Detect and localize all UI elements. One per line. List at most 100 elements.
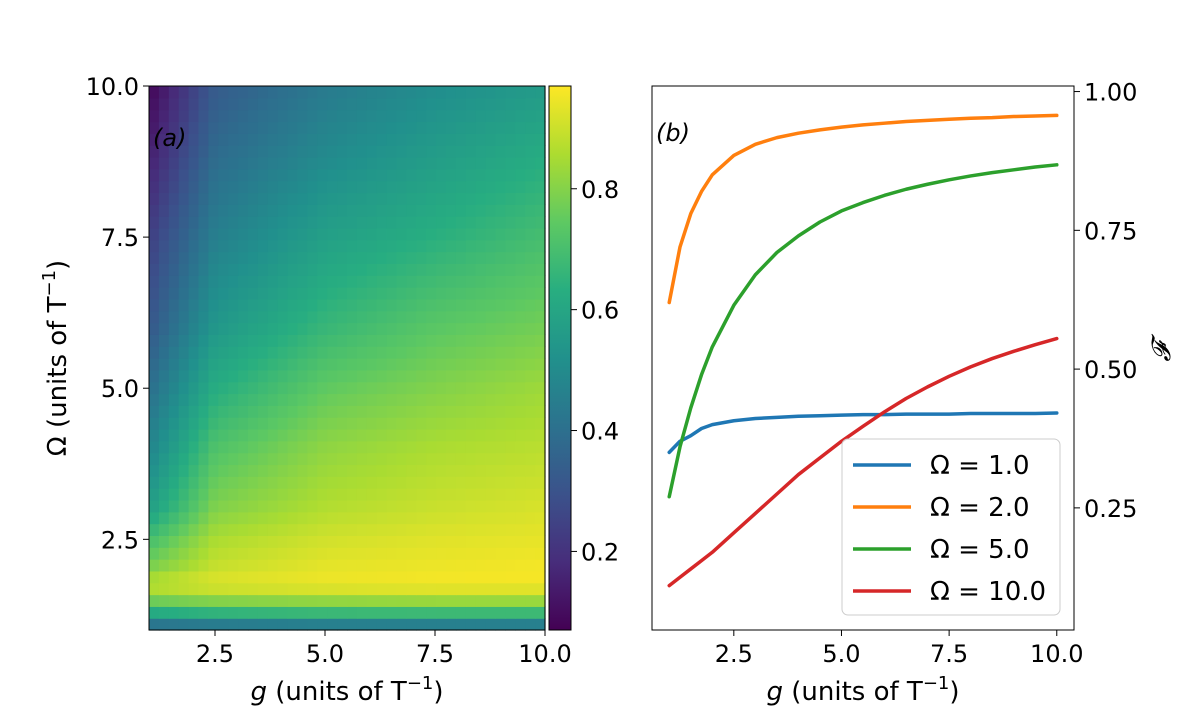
- heatmap-cell: [535, 405, 546, 418]
- heatmap-cell: [287, 145, 299, 158]
- heatmap-cell: [228, 334, 239, 347]
- heatmap-cell: [485, 121, 497, 134]
- heatmap-cell: [188, 476, 200, 489]
- heatmap-cell: [535, 216, 546, 229]
- heatmap-cell: [327, 440, 338, 454]
- heatmap-cell: [475, 180, 487, 194]
- heatmap-cell: [287, 239, 299, 253]
- heatmap-cell: [168, 156, 180, 170]
- heatmap-cell: [208, 417, 219, 430]
- heatmap-cell: [158, 511, 170, 525]
- heatmap-cell: [505, 133, 516, 146]
- heatmap-cell: [485, 606, 497, 619]
- heatmap-cell: [465, 511, 477, 525]
- heatmap-cell: [396, 180, 407, 194]
- heatmap-cell: [495, 547, 506, 560]
- heatmap-cell: [525, 97, 536, 111]
- heatmap-cell: [406, 156, 417, 170]
- heatmap-cell: [228, 109, 239, 123]
- heatmap-cell: [347, 251, 358, 264]
- heatmap-cell: [248, 334, 259, 347]
- heatmap-cell: [228, 168, 239, 182]
- heatmap-cell: [495, 180, 506, 194]
- heatmap-cell: [277, 227, 289, 241]
- heatmap-cell: [277, 405, 289, 418]
- heatmap-cell: [178, 570, 190, 584]
- heatmap-cell: [317, 547, 328, 560]
- heatmap-cell: [297, 275, 308, 288]
- heatmap-cell: [248, 346, 259, 359]
- heatmap-cell: [238, 606, 249, 619]
- heatmap-cell: [525, 417, 536, 430]
- heatmap-cell: [347, 358, 358, 371]
- heatmap-cell: [337, 322, 348, 335]
- heatmap-cell: [446, 417, 457, 430]
- heatmap-cell: [376, 156, 388, 170]
- heatmap-cell: [465, 417, 477, 430]
- heatmap-cell: [208, 204, 219, 217]
- heatmap-cell: [347, 145, 358, 158]
- heatmap-cell: [376, 121, 388, 134]
- heatmap-cell: [149, 488, 160, 501]
- heatmap-cell: [327, 582, 338, 596]
- heatmap-cell: [475, 464, 487, 477]
- heatmap-cell: [396, 464, 407, 477]
- heatmap-cell: [535, 251, 546, 264]
- heatmap-cell: [515, 393, 526, 406]
- heatmap-cell: [465, 358, 477, 371]
- heatmap-cell: [386, 440, 398, 454]
- heatmap-cell: [257, 570, 269, 584]
- heatmap-cell: [238, 594, 249, 607]
- heatmap-cell: [277, 452, 289, 466]
- heatmap-cell: [149, 346, 160, 359]
- heatmap-cell: [406, 310, 417, 324]
- heatmap-cell: [426, 428, 437, 442]
- heatmap-cell: [267, 156, 279, 170]
- heatmap-cell: [208, 452, 219, 466]
- heatmap-cell: [327, 322, 338, 335]
- heatmap-cell: [228, 133, 239, 146]
- heatmap-cell: [525, 570, 536, 584]
- heatmap-cell: [436, 145, 447, 158]
- heatmap-cell: [178, 440, 190, 454]
- heatmap-cell: [317, 511, 328, 525]
- heatmap-cell: [277, 499, 289, 513]
- heatmap-cell: [485, 239, 497, 253]
- heatmap-cell: [525, 298, 536, 312]
- heatmap-cell: [238, 346, 249, 359]
- heatmap-cell: [485, 511, 497, 525]
- heatmap-cell: [297, 547, 308, 560]
- heatmap-cell: [455, 97, 467, 111]
- heatmap-cell: [178, 109, 190, 123]
- heatmap-cell: [495, 499, 506, 513]
- heatmap-cell: [426, 216, 437, 229]
- heatmap-cell: [257, 310, 269, 324]
- heatmap-cell: [396, 204, 407, 217]
- heatmap-cell: [416, 192, 427, 205]
- heatmap-cell: [465, 121, 477, 134]
- heatmap-cell: [168, 570, 180, 584]
- heatmap-cell: [485, 133, 497, 146]
- heatmap-cell: [386, 251, 398, 264]
- heatmap-cell: [455, 346, 467, 359]
- heatmap-cell: [208, 499, 219, 513]
- heatmap-cell: [416, 334, 427, 347]
- heatmap-cell: [218, 559, 229, 572]
- heatmap-cell: [386, 156, 398, 170]
- heatmap-cell: [277, 275, 289, 288]
- heatmap-cell: [525, 334, 536, 347]
- heatmap-cell: [475, 440, 487, 454]
- heatmap-cell: [535, 346, 546, 359]
- heatmap-cell: [495, 618, 506, 631]
- heatmap-cell: [406, 488, 417, 501]
- heatmap-cell: [287, 168, 299, 182]
- heatmap-cell: [257, 239, 269, 253]
- heatmap-cell: [307, 216, 318, 229]
- heatmap-cell: [238, 523, 249, 536]
- heatmap-cell: [436, 417, 447, 430]
- heatmap-cell: [515, 499, 526, 513]
- heatmap-cell: [455, 523, 467, 536]
- heatmap-cell: [248, 582, 259, 596]
- heatmap-cell: [188, 145, 200, 158]
- heatmap-cell: [198, 369, 209, 383]
